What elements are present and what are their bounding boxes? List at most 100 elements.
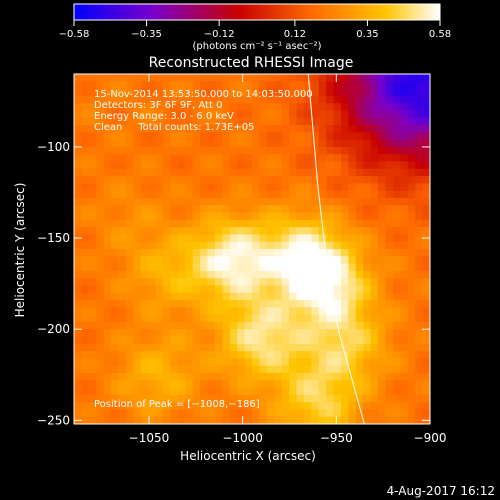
heatmap-cell xyxy=(303,176,312,184)
heatmap-cell xyxy=(370,183,379,192)
heatmap-cell xyxy=(163,270,172,279)
heatmap-cell xyxy=(400,394,409,403)
heatmap-cell xyxy=(118,278,127,287)
heatmap-cell xyxy=(103,409,112,418)
heatmap-cell xyxy=(296,358,305,367)
heatmap-cell xyxy=(81,161,90,170)
heatmap-cell xyxy=(81,256,90,265)
heatmap-cell xyxy=(296,197,305,206)
heatmap-cell xyxy=(303,234,312,243)
heatmap-cell xyxy=(363,358,372,367)
heatmap-cell xyxy=(111,81,120,90)
heatmap-cell xyxy=(378,227,387,236)
heatmap-cell xyxy=(125,358,134,367)
heatmap-cell xyxy=(252,278,261,287)
heatmap-cell xyxy=(177,394,186,403)
heatmap-cell xyxy=(125,197,134,206)
heatmap-cell xyxy=(222,358,231,367)
heatmap-cell xyxy=(125,300,134,308)
heatmap-cell xyxy=(185,125,194,133)
heatmap-cell xyxy=(296,81,305,90)
heatmap-cell xyxy=(118,212,127,221)
heatmap-cell xyxy=(274,168,283,177)
heatmap-cell xyxy=(422,88,430,97)
heatmap-cell xyxy=(407,205,416,214)
heatmap-cell xyxy=(96,74,105,82)
heatmap-cell xyxy=(415,74,424,82)
heatmap-cell xyxy=(103,212,112,221)
heatmap-cell xyxy=(155,336,164,345)
heatmap-cell xyxy=(422,263,430,272)
heatmap-cell xyxy=(170,263,179,272)
heatmap-cell xyxy=(185,365,194,374)
x-tick-label: −900 xyxy=(414,431,447,445)
heatmap-cell xyxy=(318,321,327,330)
heatmap-cell xyxy=(318,270,327,279)
heatmap-cell xyxy=(415,190,424,199)
heatmap-cell xyxy=(103,197,112,206)
heatmap-cell xyxy=(170,190,179,199)
heatmap-cell xyxy=(200,270,209,279)
heatmap-cell xyxy=(326,358,335,367)
heatmap-cell xyxy=(74,183,83,192)
heatmap-cell xyxy=(185,219,194,228)
heatmap-cell xyxy=(289,190,298,199)
heatmap-cell xyxy=(274,270,283,279)
heatmap-cell xyxy=(355,416,364,424)
heatmap-cell xyxy=(363,329,372,338)
heatmap-cell xyxy=(237,278,246,287)
x-axis-label: Heliocentric X (arcsec) xyxy=(180,449,316,463)
heatmap-cell xyxy=(207,205,216,214)
heatmap-cell xyxy=(289,81,298,90)
heatmap-cell xyxy=(163,219,172,228)
heatmap-cell xyxy=(148,307,157,316)
heatmap-cell xyxy=(111,372,120,381)
heatmap-cell xyxy=(118,307,127,316)
heatmap-cell xyxy=(378,263,387,272)
heatmap-cell xyxy=(155,176,164,184)
heatmap-cell xyxy=(207,117,216,126)
heatmap-cell xyxy=(289,74,298,82)
heatmap-cell xyxy=(140,270,149,279)
heatmap-cell xyxy=(296,190,305,199)
heatmap-cell xyxy=(185,110,194,119)
heatmap-cell xyxy=(318,336,327,345)
heatmap-cell xyxy=(326,176,335,184)
heatmap-cell xyxy=(311,343,320,352)
heatmap-cell xyxy=(207,190,216,199)
heatmap-cell xyxy=(378,300,387,308)
heatmap-cell xyxy=(81,394,90,403)
heatmap-cell xyxy=(170,132,179,141)
heatmap-cell xyxy=(237,336,246,345)
heatmap-cell xyxy=(274,197,283,206)
heatmap-cell xyxy=(229,380,238,389)
heatmap-cell xyxy=(155,205,164,214)
heatmap-cell xyxy=(326,372,335,381)
heatmap-cell xyxy=(81,132,90,141)
heatmap-cell xyxy=(400,88,409,97)
heatmap-cell xyxy=(333,285,342,294)
heatmap-cell xyxy=(148,117,157,126)
heatmap-cell xyxy=(370,132,379,141)
heatmap-cell xyxy=(415,256,424,265)
heatmap-cell xyxy=(311,227,320,236)
heatmap-cell xyxy=(111,365,120,374)
heatmap-cell xyxy=(348,88,357,97)
heatmap-cell xyxy=(311,176,320,184)
heatmap-cell xyxy=(363,285,372,294)
heatmap-cell xyxy=(103,241,112,250)
heatmap-cell xyxy=(200,161,209,170)
heatmap-cell xyxy=(407,394,416,403)
heatmap-cell xyxy=(392,358,401,367)
heatmap-cell xyxy=(266,372,275,381)
heatmap-cell xyxy=(96,219,105,228)
heatmap-cell xyxy=(229,292,238,301)
heatmap-cell xyxy=(348,270,357,279)
heatmap-cell xyxy=(348,380,357,389)
heatmap-cell xyxy=(289,103,298,112)
heatmap-cell xyxy=(355,351,364,359)
heatmap-cell xyxy=(140,197,149,206)
heatmap-cell xyxy=(370,205,379,214)
heatmap-cell xyxy=(318,387,327,396)
heatmap-cell xyxy=(385,205,394,214)
